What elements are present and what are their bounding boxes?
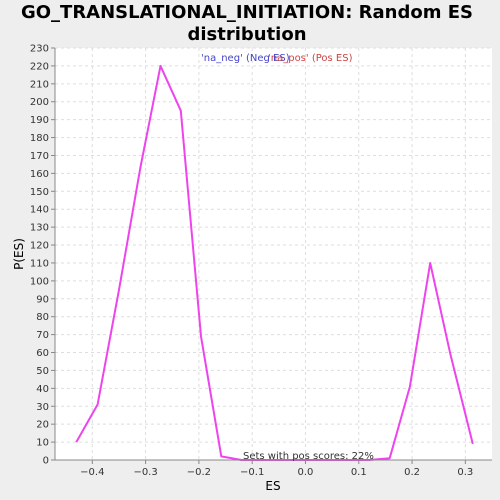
x-tick-label: −0.2 [187, 467, 211, 478]
x-axis-ticks: −0.4 −0.3 −0.2 −0.1 0.0 0.1 0.2 0.3 [80, 460, 473, 478]
x-tick-label: 0.2 [404, 467, 420, 478]
y-tick-label: 50 [36, 366, 49, 377]
y-tick-label: 10 [36, 438, 49, 449]
pos-scores-annotation: Sets with pos scores: 22% [243, 451, 374, 462]
grid-lines [55, 47, 492, 461]
chart-title-line-2: distribution [187, 24, 306, 45]
x-tick-label: −0.4 [80, 467, 104, 478]
x-tick-label: −0.1 [240, 467, 264, 478]
y-tick-label: 40 [36, 384, 49, 395]
plot-area [55, 48, 492, 460]
y-tick-label: 30 [36, 402, 49, 413]
y-tick-label: 90 [36, 294, 49, 305]
x-tick-label: 0.3 [457, 467, 473, 478]
x-tick-label: 0.0 [298, 467, 314, 478]
legend-entry-neg: 'na_neg' (Neg ES) [201, 53, 290, 64]
y-tick-label: 160 [30, 169, 49, 180]
y-tick-label: 190 [30, 115, 49, 126]
y-tick-label: 20 [36, 420, 49, 431]
chart-title-line-1: GO_TRANSLATIONAL_INITIATION: Random ES [21, 2, 473, 23]
y-tick-label: 130 [30, 223, 49, 234]
x-axis-label: ES [265, 479, 280, 493]
y-tick-label: 210 [30, 79, 49, 90]
y-axis-ticks: 0 10 20 30 40 50 60 70 80 90 100 110 120 130 140 150 160… [30, 44, 55, 467]
y-tick-label: 70 [36, 330, 49, 341]
y-tick-label: 180 [30, 133, 49, 144]
y-tick-label: 110 [30, 258, 49, 269]
y-tick-label: 60 [36, 348, 49, 359]
y-tick-label: 140 [30, 205, 49, 216]
y-tick-label: 0 [43, 456, 49, 467]
y-tick-label: 120 [30, 241, 49, 252]
y-tick-label: 230 [30, 44, 49, 55]
y-tick-label: 220 [30, 61, 49, 72]
y-tick-label: 150 [30, 187, 49, 198]
x-tick-label: −0.3 [133, 467, 157, 478]
y-tick-label: 80 [36, 312, 49, 323]
x-tick-label: 0.1 [351, 467, 367, 478]
y-tick-label: 100 [30, 276, 49, 287]
legend-entry-pos: 'na_pos' (Pos ES) [268, 53, 353, 64]
y-tick-label: 200 [30, 97, 49, 108]
y-axis-label: P(ES) [12, 238, 26, 270]
y-tick-label: 170 [30, 151, 49, 162]
